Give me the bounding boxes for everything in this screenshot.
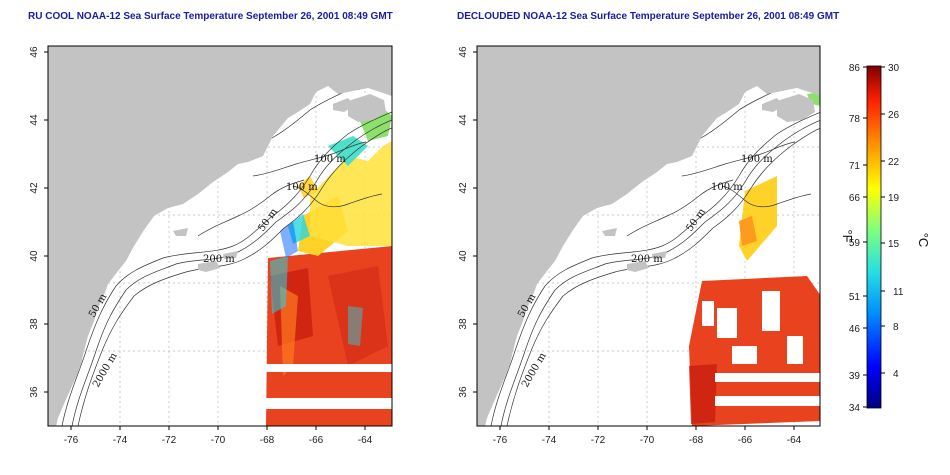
lat-tick-label: 36	[29, 386, 40, 398]
lon-tick-label: -64	[358, 435, 373, 446]
left-lat-axis	[44, 51, 48, 393]
celsius-unit-label: °C	[916, 233, 931, 248]
lat-tick-label: 40	[29, 250, 40, 262]
lat-tick-label: 36	[458, 386, 469, 398]
right-map-title: DECLOUDED NOAA-12 Sea Surface Temperatur…	[457, 11, 840, 22]
lon-tick-label: -72	[591, 435, 606, 446]
temperature-colorbar	[863, 65, 885, 409]
lon-tick-label: -76	[493, 435, 508, 446]
lon-tick-label: -66	[738, 435, 753, 446]
contour-label: 100 m	[286, 182, 318, 193]
contour-label: 200 m	[631, 254, 663, 265]
lon-tick-label: -68	[260, 435, 275, 446]
left-lon-axis	[70, 426, 366, 430]
lon-tick-label: -66	[309, 435, 324, 446]
celsius-tick-label: 22	[888, 157, 900, 168]
lat-tick-label: 46	[29, 46, 40, 58]
celsius-tick-label: 11	[893, 287, 904, 298]
fahrenheit-tick-label: 78	[849, 114, 861, 125]
right-lon-axis	[499, 426, 795, 430]
left-map-title: RU COOL NOAA-12 Sea Surface Temperature …	[28, 11, 393, 22]
lon-tick-label: -64	[787, 435, 802, 446]
fahrenheit-unit-label: °F	[840, 229, 855, 242]
right-sst-data	[689, 92, 820, 426]
right-lat-axis	[473, 51, 477, 393]
celsius-tick-label: 30	[888, 63, 900, 74]
lon-tick-label: -74	[542, 435, 557, 446]
contour-label: 100 m	[314, 154, 346, 165]
celsius-tick-label: 8	[893, 322, 899, 333]
lon-tick-label: -76	[64, 435, 79, 446]
left-sst-data	[266, 72, 392, 426]
fahrenheit-tick-label: 71	[849, 161, 861, 172]
fahrenheit-tick-label: 51	[849, 292, 861, 303]
contour-label: 100 m	[741, 154, 773, 165]
contour-label: 200 m	[203, 254, 235, 265]
lat-tick-label: 38	[29, 318, 40, 330]
lat-tick-label: 46	[458, 46, 469, 58]
lon-tick-label: -72	[162, 435, 177, 446]
lat-tick-label: 42	[29, 182, 40, 194]
lat-tick-label: 44	[458, 114, 469, 126]
lon-tick-label: -70	[640, 435, 655, 446]
celsius-tick-label: 26	[888, 110, 900, 121]
fahrenheit-tick-label: 46	[849, 324, 861, 335]
lon-tick-label: -70	[211, 435, 226, 446]
fahrenheit-tick-label: 86	[849, 63, 861, 74]
celsius-tick-label: 4	[893, 369, 899, 380]
celsius-tick-label: 19	[888, 193, 900, 204]
celsius-tick-label: 15	[888, 239, 900, 250]
fahrenheit-tick-label: 59	[849, 238, 861, 249]
fahrenheit-tick-label: 39	[849, 371, 861, 382]
lat-tick-label: 42	[458, 182, 469, 194]
contour-label: 100 m	[711, 182, 743, 193]
right-map-panel	[476, 45, 821, 427]
lat-tick-label: 38	[458, 318, 469, 330]
lon-tick-label: -68	[689, 435, 704, 446]
lat-tick-label: 44	[29, 114, 40, 126]
fahrenheit-tick-label: 34	[849, 403, 861, 414]
fahrenheit-tick-label: 66	[849, 193, 861, 204]
lat-tick-label: 40	[458, 250, 469, 262]
left-map-panel	[47, 45, 393, 427]
lon-tick-label: -74	[113, 435, 128, 446]
